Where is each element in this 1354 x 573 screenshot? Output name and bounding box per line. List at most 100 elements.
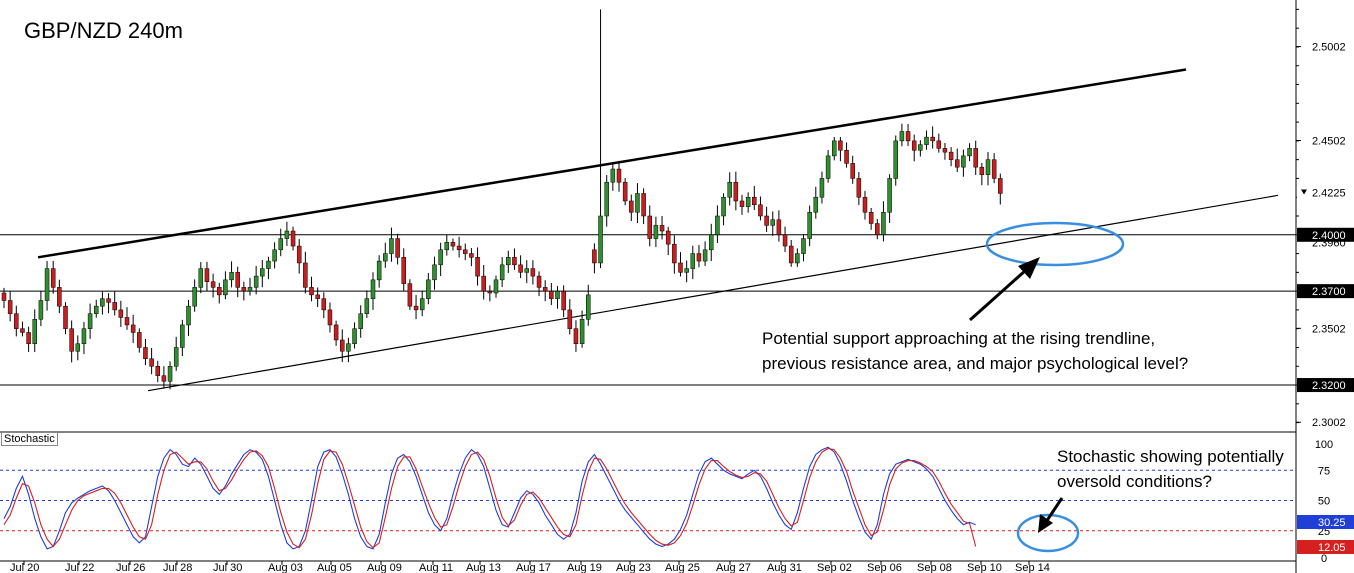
- candle-body: [586, 294, 591, 320]
- candle-body: [401, 257, 406, 284]
- candle-body: [881, 211, 886, 236]
- candle-body: [678, 262, 683, 273]
- candle-body: [167, 366, 173, 382]
- candle-body: [432, 264, 437, 281]
- candle-body: [100, 298, 105, 307]
- stochastic-y-tick-label: 75: [1318, 465, 1330, 477]
- candle-body: [210, 281, 216, 288]
- candle-body: [899, 131, 905, 142]
- candle-body: [924, 136, 929, 145]
- stochastic-badge-label: 30.25: [1318, 517, 1346, 529]
- candle-body: [413, 305, 419, 311]
- y-tick-label: 2.5002: [1312, 42, 1346, 54]
- price-panel: [0, 0, 1297, 573]
- annotation-shapes: [969, 221, 1125, 553]
- candle-body: [223, 279, 228, 296]
- candle-body: [610, 168, 616, 183]
- candle-body: [450, 242, 456, 247]
- candle-body: [106, 298, 111, 303]
- candle-body: [573, 328, 579, 344]
- candle-body: [217, 287, 222, 296]
- candle-body: [407, 283, 413, 307]
- candle-body: [813, 196, 819, 213]
- candle-body: [739, 200, 745, 207]
- candle-body: [524, 268, 529, 273]
- candle-body: [173, 347, 179, 367]
- candle-body: [567, 309, 573, 329]
- x-tick-label: Aug 03: [268, 562, 303, 573]
- candle-body: [696, 253, 702, 262]
- candle-body: [444, 242, 450, 251]
- stochastic-d-line: [3, 447, 977, 549]
- candle-body: [844, 150, 849, 164]
- candle-body: [641, 193, 646, 217]
- candle-body: [819, 178, 825, 198]
- candle-body: [905, 131, 911, 142]
- candle-body: [936, 140, 942, 149]
- candle-body: [604, 181, 609, 217]
- candle-body: [481, 275, 486, 292]
- candle-body: [352, 328, 357, 344]
- x-tick-label: Jul 30: [213, 562, 242, 573]
- candle-body: [272, 249, 277, 262]
- candle-body: [266, 260, 271, 269]
- price-level-label: 2.4000: [1312, 230, 1346, 242]
- candle-body: [426, 279, 431, 299]
- x-tick-label: Sep 06: [867, 562, 902, 573]
- stochastic-badge-box: [1297, 515, 1354, 529]
- candle-body: [665, 230, 671, 245]
- current-price-arrow: [1301, 189, 1307, 195]
- candle-body: [94, 305, 99, 314]
- candle-body: [887, 178, 892, 213]
- candle-body: [180, 324, 185, 348]
- candle-body: [87, 313, 93, 329]
- candle-body: [32, 319, 37, 344]
- x-tick-label: Sep 02: [817, 562, 852, 573]
- candle-body: [715, 215, 720, 236]
- candle-body: [419, 298, 425, 311]
- stochastic-annotation-line-1: Stochastic showing potentially: [1057, 447, 1284, 466]
- candle-body: [395, 238, 400, 258]
- candle-body: [850, 163, 855, 179]
- candle-body: [770, 219, 775, 226]
- y-tick-label: 2.3502: [1312, 323, 1346, 335]
- x-tick-label: Jul 22: [65, 562, 94, 573]
- stochastic-y-tick-label: 100: [1315, 439, 1333, 451]
- candle-body: [376, 260, 382, 281]
- candle-body: [235, 272, 240, 288]
- candle-body: [955, 159, 960, 168]
- candle-body: [198, 268, 204, 288]
- candle-body: [598, 215, 603, 264]
- candle-body: [998, 178, 1003, 194]
- candle-body: [721, 196, 726, 217]
- price-annotation: Potential support approaching at the ris…: [762, 326, 1188, 376]
- x-tick-label: Jul 20: [10, 562, 39, 573]
- candle-body: [549, 290, 554, 299]
- price-overlay-lines: [0, 68, 1296, 392]
- candle-body: [942, 148, 948, 153]
- candle-body: [745, 196, 751, 207]
- candle-body: [296, 245, 302, 264]
- x-tick-label: Aug 11: [419, 562, 453, 573]
- candle-body: [463, 249, 468, 254]
- candle-body: [26, 332, 31, 344]
- candle-body: [63, 305, 68, 329]
- candle-body: [118, 309, 124, 318]
- candle-body: [247, 287, 253, 292]
- x-tick-label: Aug 19: [567, 562, 602, 573]
- stochastic-k-line: [3, 446, 976, 550]
- stochastic-badge-label: 12.05: [1318, 542, 1346, 554]
- candle-body: [204, 268, 210, 282]
- candle-body: [973, 148, 978, 168]
- x-tick-label: Aug 17: [516, 562, 551, 573]
- candle-body: [776, 219, 782, 236]
- support-arrow-head: [1018, 257, 1040, 279]
- stochastic-label: Stochastic: [1, 432, 58, 446]
- candle-body: [149, 358, 154, 367]
- support-arrow-shaft: [969, 268, 1027, 322]
- stochastic-y-tick-label: 50: [1318, 496, 1330, 508]
- candle-body: [930, 136, 935, 142]
- candle-body: [647, 215, 652, 239]
- candle-body: [948, 151, 954, 160]
